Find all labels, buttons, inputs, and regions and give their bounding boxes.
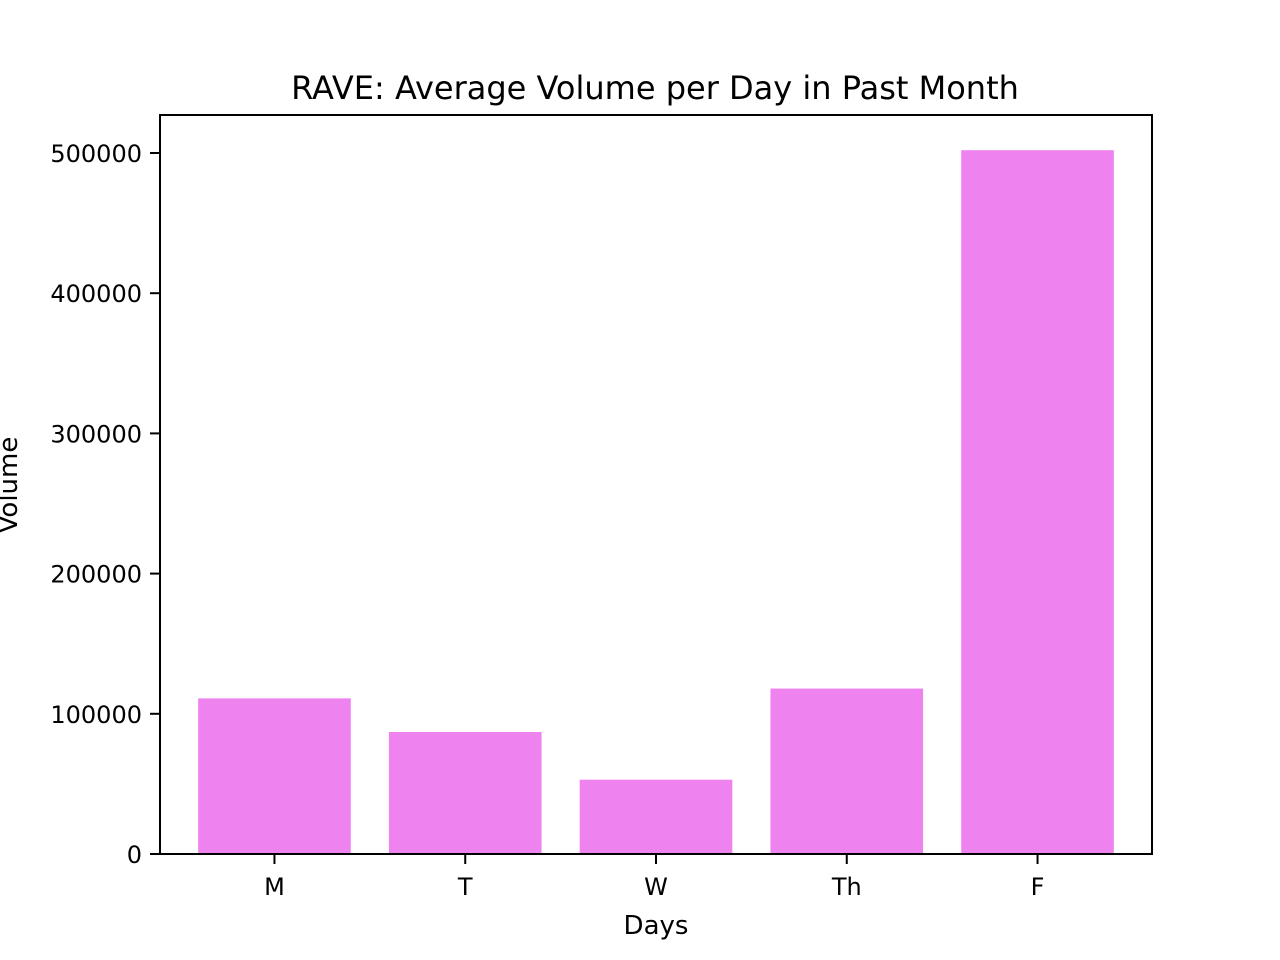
y-tick-label: 500000 bbox=[50, 140, 142, 168]
y-tick-label: 0 bbox=[127, 841, 142, 869]
x-tick-label: M bbox=[264, 873, 285, 901]
x-axis: M T W Th F bbox=[264, 854, 1044, 901]
bar-series bbox=[198, 150, 1114, 854]
y-tick-label: 300000 bbox=[50, 420, 142, 448]
bar-M bbox=[198, 698, 351, 854]
x-tick-label: F bbox=[1031, 873, 1045, 901]
x-axis-label: Days bbox=[624, 911, 689, 941]
bar-F bbox=[961, 150, 1114, 854]
y-tick-label: 100000 bbox=[50, 701, 142, 729]
chart-title: RAVE: Average Volume per Day in Past Mon… bbox=[291, 69, 1019, 107]
y-tick-label: 400000 bbox=[50, 280, 142, 308]
bar-W bbox=[579, 779, 733, 854]
y-tick-label: 200000 bbox=[50, 561, 142, 589]
x-tick-label: T bbox=[457, 873, 473, 901]
bar-Th bbox=[770, 688, 924, 854]
bar-T bbox=[388, 732, 542, 854]
y-axis: 0 100000 200000 300000 400000 500000 bbox=[50, 140, 160, 869]
y-axis-label: Volume bbox=[0, 437, 24, 534]
x-tick-label: W bbox=[644, 873, 668, 901]
x-tick-label: Th bbox=[831, 873, 862, 901]
plot-frame bbox=[159, 114, 1153, 855]
